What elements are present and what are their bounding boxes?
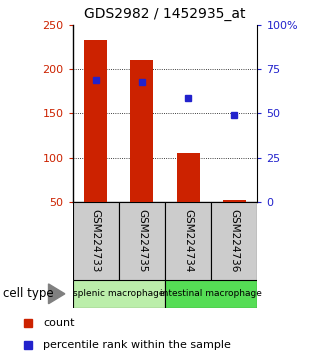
Bar bbox=[84, 40, 107, 202]
Bar bbox=[130, 60, 153, 202]
Bar bbox=[73, 280, 165, 308]
Bar bbox=[119, 202, 165, 280]
Polygon shape bbox=[49, 284, 65, 304]
Text: count: count bbox=[43, 318, 75, 329]
Text: GSM224735: GSM224735 bbox=[137, 209, 147, 273]
Text: splenic macrophage: splenic macrophage bbox=[73, 289, 165, 298]
Bar bbox=[177, 153, 200, 202]
Title: GDS2982 / 1452935_at: GDS2982 / 1452935_at bbox=[84, 7, 246, 21]
Bar bbox=[165, 202, 211, 280]
Text: GSM224733: GSM224733 bbox=[91, 209, 101, 273]
Bar bbox=[165, 280, 257, 308]
Bar bbox=[223, 200, 246, 202]
Text: GSM224736: GSM224736 bbox=[229, 209, 239, 273]
Text: intestinal macrophage: intestinal macrophage bbox=[160, 289, 262, 298]
Bar bbox=[73, 202, 119, 280]
Text: GSM224734: GSM224734 bbox=[183, 209, 193, 273]
Text: percentile rank within the sample: percentile rank within the sample bbox=[43, 339, 231, 350]
Bar bbox=[211, 202, 257, 280]
Text: cell type: cell type bbox=[3, 287, 54, 300]
